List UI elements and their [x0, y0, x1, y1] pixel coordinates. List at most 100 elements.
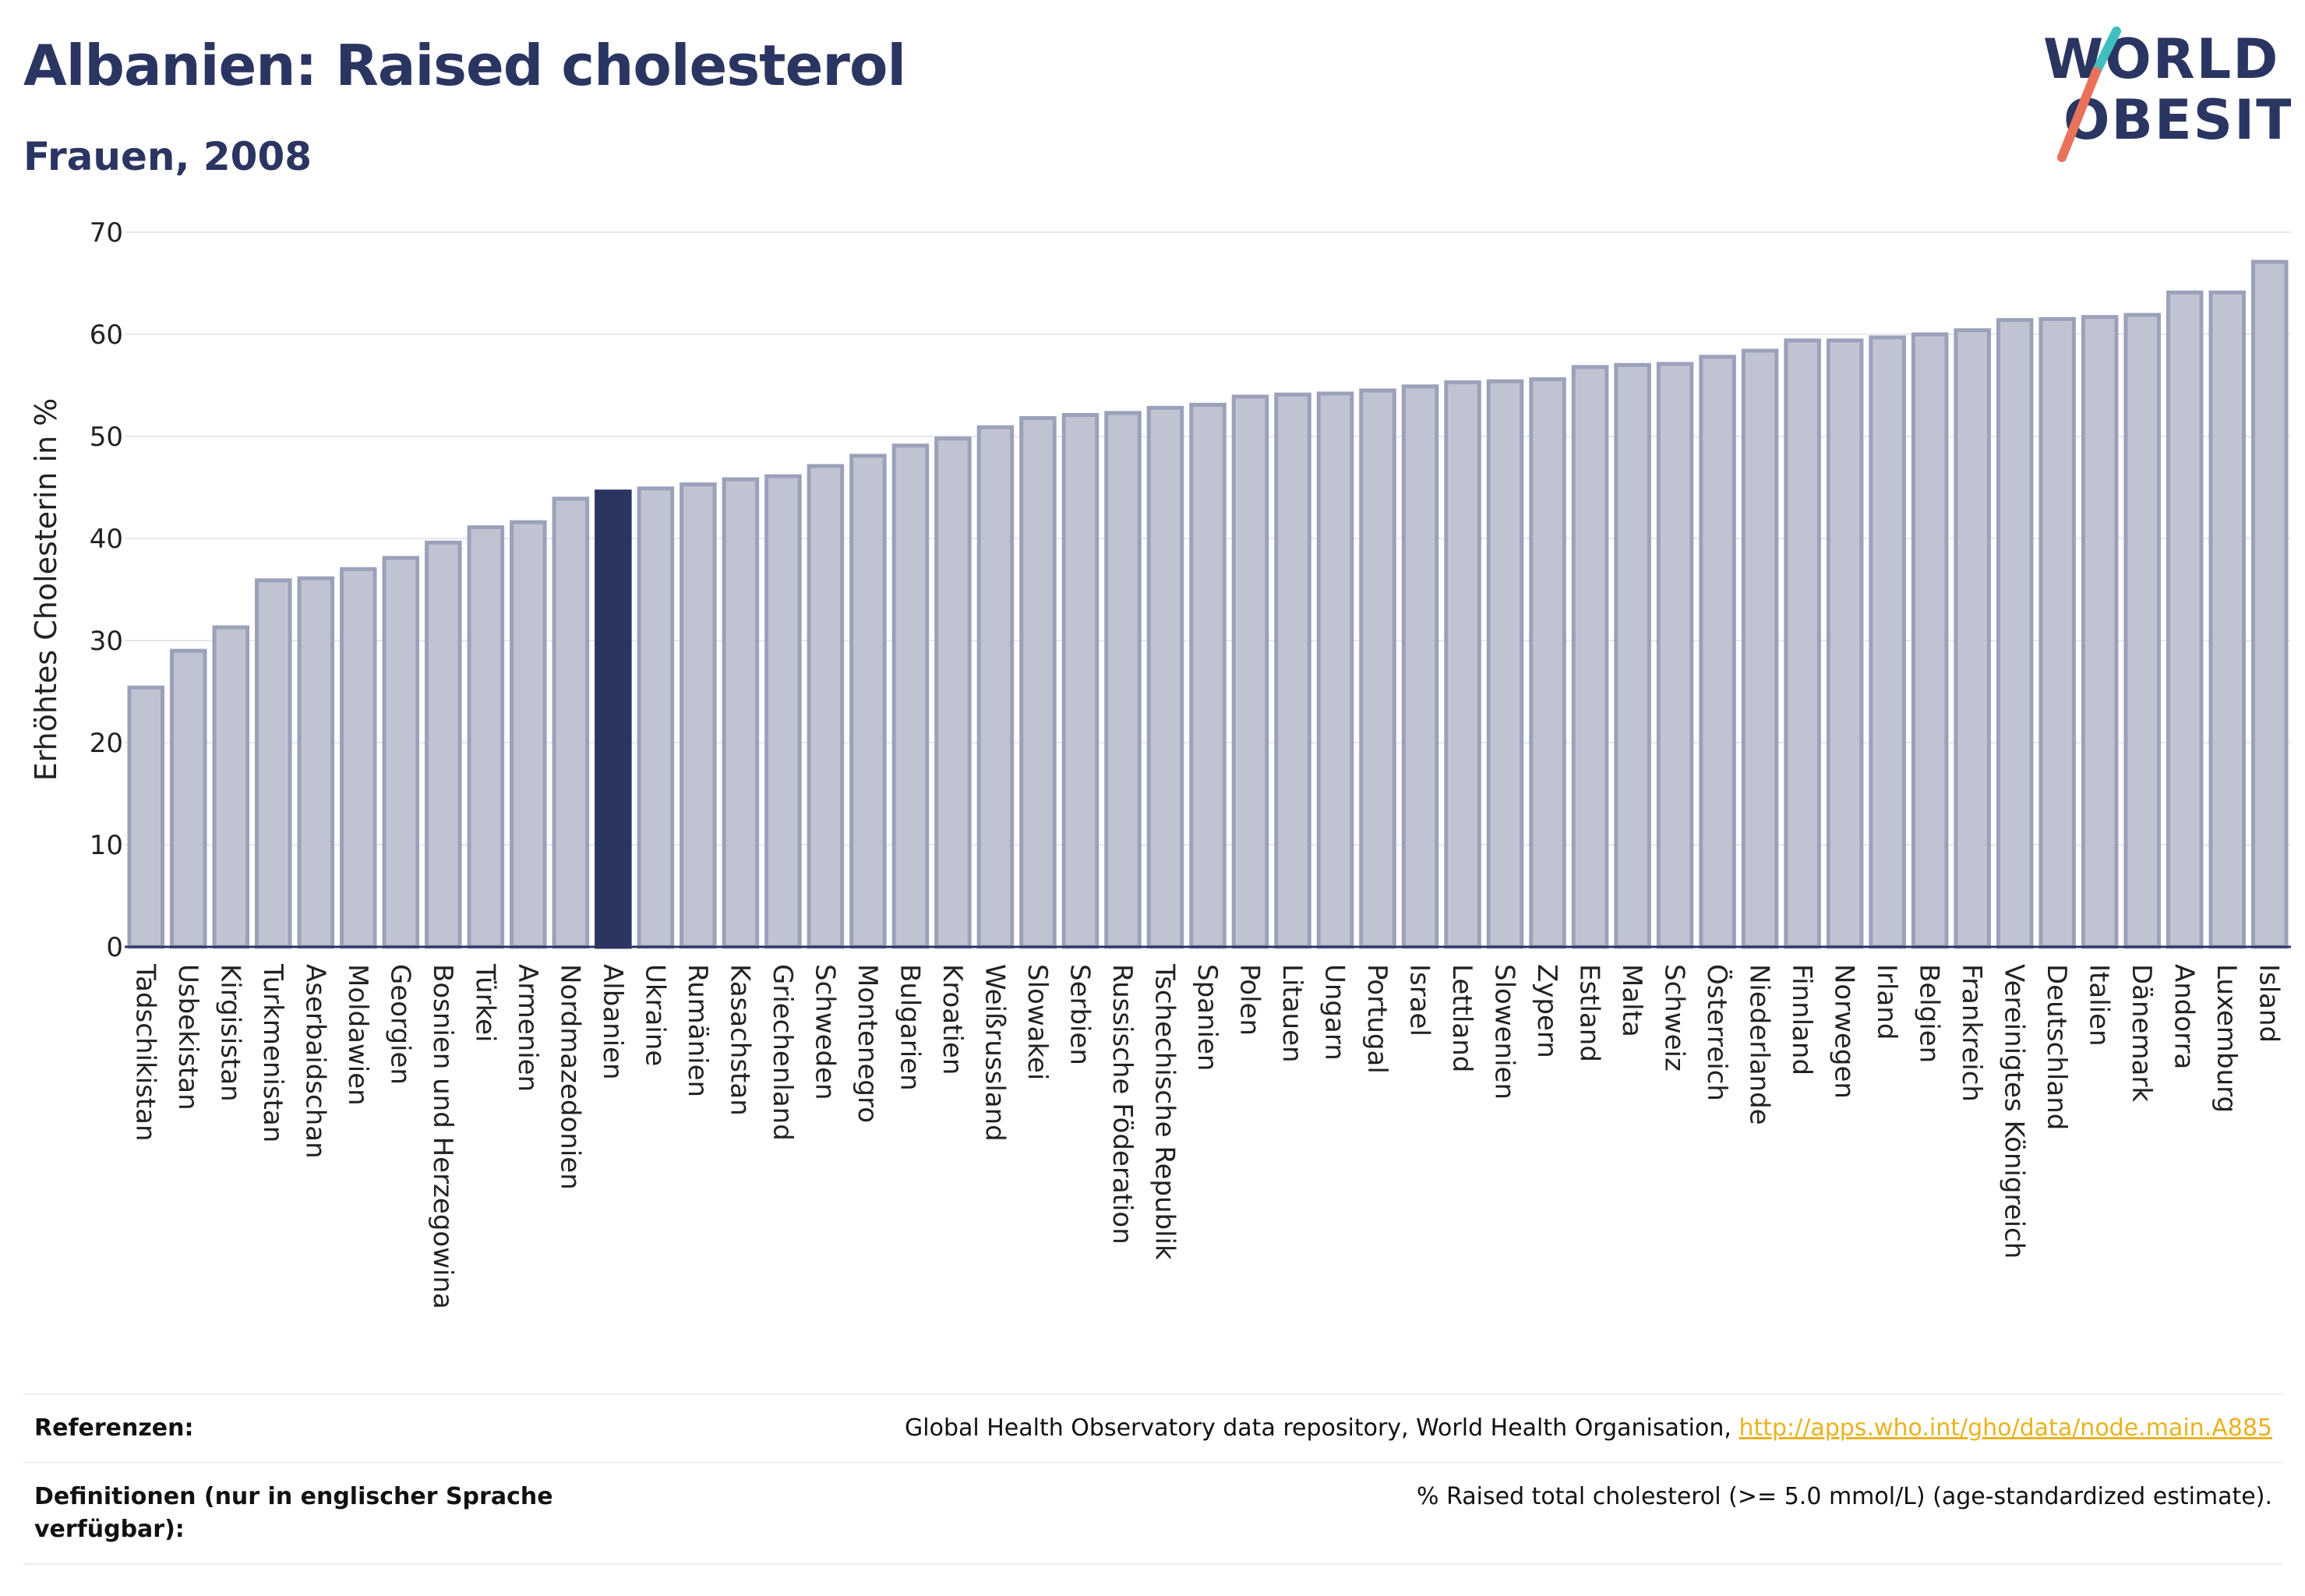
x-category-label: Aserbaidschan	[299, 964, 330, 1159]
x-category-label: Montenegro	[852, 964, 883, 1123]
bar	[1571, 365, 1609, 949]
x-category-label: Albanien	[597, 964, 628, 1080]
x-category-label: Vereinigtes Königreich	[1999, 964, 2030, 1259]
x-category-label: Andorra	[2169, 964, 2200, 1069]
definitions-label: Definitionen (nur in englischer Sprache …	[34, 1483, 553, 1543]
x-category-label: Bulgarien	[894, 964, 925, 1091]
bar	[1061, 412, 1100, 949]
x-category-label: Usbekistan	[172, 964, 203, 1110]
x-category-label: Schweiz	[1659, 964, 1690, 1072]
bar	[1231, 394, 1269, 949]
bar	[1869, 335, 1906, 949]
bar	[127, 685, 165, 949]
x-category-label: Slowakei	[1022, 964, 1053, 1080]
x-category-label: Deutschland	[2041, 964, 2072, 1130]
bar	[297, 576, 335, 949]
x-axis-labels: Tadschikistan Usbekistan Kirgisistan Turkme…	[129, 963, 2284, 1309]
x-category-label: Russische Föderation	[1107, 964, 1138, 1245]
y-tick-label: 30	[90, 626, 123, 657]
x-category-label: Estland	[1574, 964, 1605, 1062]
bar	[1996, 318, 2034, 949]
x-category-label: Bosnien und Herzegowina	[427, 964, 458, 1309]
references-value: Global Health Observatory data repositor…	[905, 1412, 2272, 1445]
x-category-label: Polen	[1234, 964, 1265, 1036]
bar	[382, 556, 420, 949]
bar	[764, 474, 802, 949]
bar	[849, 454, 887, 949]
bar	[552, 496, 590, 949]
world-obesity-logo: WORLD OBESITY	[2026, 23, 2305, 164]
references-link[interactable]: http://apps.who.int/gho/data/node.main.A…	[1738, 1414, 2272, 1442]
bar	[1954, 328, 1991, 949]
bar	[1444, 380, 1481, 949]
bar	[722, 477, 760, 949]
x-category-label: Belgien	[1914, 964, 1945, 1063]
bar	[2081, 315, 2119, 949]
bar	[1104, 411, 1142, 949]
bar	[1699, 355, 1736, 949]
bar	[1146, 405, 1184, 949]
x-category-label: Türkei	[469, 963, 500, 1042]
bar	[679, 482, 717, 949]
definitions-row: Definitionen (nur in englischer Sprache …	[23, 1462, 2283, 1565]
bar	[255, 578, 292, 949]
references-text: Global Health Observatory data repositor…	[905, 1414, 1739, 1442]
bar	[1019, 415, 1057, 949]
x-category-label: Litauen	[1276, 964, 1308, 1063]
x-category-label: Spanien	[1191, 964, 1223, 1071]
bar	[2038, 316, 2076, 949]
x-category-label: Turkmenistan	[257, 963, 288, 1142]
x-category-label: Griechenland	[767, 964, 798, 1141]
x-category-label: Niederlande	[1744, 964, 1775, 1125]
y-tick-label: 20	[90, 728, 123, 759]
bar	[510, 520, 547, 949]
x-category-label: Israel	[1404, 964, 1435, 1036]
x-category-label: Dänemark	[2126, 964, 2157, 1102]
x-category-label: Irland	[1871, 964, 1902, 1040]
bar	[1189, 402, 1227, 949]
x-category-label: Malta	[1616, 964, 1647, 1037]
bar	[807, 464, 845, 949]
x-category-label: Serbien	[1064, 964, 1095, 1065]
bar	[340, 567, 377, 949]
y-tick-label: 0	[106, 932, 123, 963]
x-category-label: Island	[2254, 964, 2285, 1043]
x-category-label: Frankreich	[1956, 964, 1987, 1102]
bar	[1741, 348, 1779, 949]
chart-subtitle: Frauen, 2008	[23, 134, 312, 179]
x-category-label: Portugal	[1361, 964, 1393, 1074]
x-category-label: Rumänien	[682, 964, 713, 1097]
bar	[934, 436, 972, 949]
references-row: Referenzen: Global Health Observatory da…	[23, 1393, 2283, 1462]
y-axis-label: Erhöhtes Cholesterin in %	[29, 398, 63, 782]
bar	[891, 443, 930, 949]
bar	[1359, 388, 1396, 949]
bar	[1656, 362, 1694, 949]
bars	[127, 260, 2289, 949]
x-category-label: Finnland	[1786, 964, 1817, 1075]
references-label: Referenzen:	[34, 1414, 194, 1442]
logo-teal-slash	[2091, 26, 2121, 76]
y-tick-label: 10	[90, 830, 123, 861]
x-category-label: Tadschikistan	[129, 963, 161, 1142]
bar	[1911, 332, 1949, 949]
y-axis-ticks: 0 10 20 30 40 50 60 70	[90, 217, 123, 963]
x-category-label: Slowenien	[1489, 964, 1520, 1100]
x-category-label: Armenien	[512, 964, 543, 1092]
bar	[212, 625, 250, 949]
logo-line-2: OBESITY	[2063, 88, 2291, 152]
x-category-label: Ungarn	[1319, 964, 1350, 1061]
bar	[425, 540, 462, 949]
x-category-label: Georgien	[384, 964, 415, 1085]
bar	[1826, 338, 1864, 949]
y-tick-label: 60	[90, 320, 123, 351]
definitions-value: % Raised total cholesterol (>= 5.0 mmol/…	[1417, 1483, 2272, 1510]
bar	[976, 425, 1015, 949]
footer: Referenzen: Global Health Observatory da…	[23, 1393, 2283, 1565]
x-category-label: Schweden	[809, 964, 840, 1100]
bar	[170, 648, 207, 949]
bar	[2123, 312, 2161, 949]
x-category-label: Lettland	[1446, 964, 1477, 1072]
x-category-label: Ukraine	[639, 964, 670, 1066]
logo-coral-slash	[2057, 67, 2101, 162]
